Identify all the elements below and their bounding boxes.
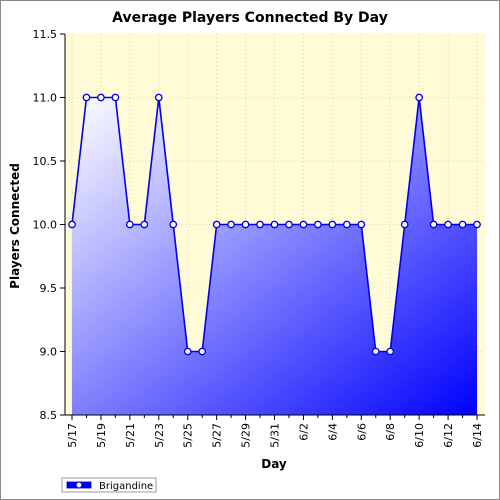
x-tick-label: 6/10 — [413, 423, 426, 448]
data-point — [473, 220, 481, 229]
x-tick-label: 6/12 — [442, 423, 455, 448]
x-tick-label: 5/19 — [95, 423, 108, 448]
data-point — [415, 93, 423, 102]
data-point — [314, 220, 322, 229]
chart-title: Average Players Connected By Day — [112, 10, 388, 26]
data-point — [285, 220, 293, 229]
data-point — [458, 220, 467, 229]
data-point — [183, 347, 192, 356]
x-tick-label: 6/8 — [384, 423, 397, 441]
x-tick-label: 5/25 — [182, 423, 195, 448]
legend-marker — [75, 481, 83, 489]
x-tick-label: 5/21 — [124, 423, 137, 448]
data-point — [97, 93, 105, 102]
y-tick-labels: 8.5 9.0 9.5 10.0 10.5 11.0 11.5 — [33, 28, 65, 422]
x-tick-labels: 5/17 5/19 5/21 5/23 5/25 5/27 5/29 5/31 6/2 6/4 6/… — [66, 415, 484, 448]
y-tick-label: 8.5 — [40, 409, 58, 422]
data-point — [111, 93, 120, 102]
data-point — [212, 220, 221, 229]
x-tick-label: 5/23 — [153, 423, 166, 448]
data-point — [256, 220, 264, 229]
x-tick-label: 5/17 — [66, 423, 79, 448]
y-tick-label: 10.5 — [33, 155, 58, 168]
x-tick-label: 5/31 — [269, 423, 282, 448]
y-axis-label: Players Connected — [8, 163, 22, 289]
data-point — [198, 347, 207, 356]
data-point — [270, 220, 279, 229]
data-point — [126, 220, 134, 229]
x-tick-label: 5/27 — [211, 423, 224, 448]
x-tick-label: 6/4 — [326, 423, 339, 441]
series-area-brigandine — [72, 97, 477, 415]
legend-box — [61, 477, 157, 493]
x-tick-label: 6/6 — [355, 423, 368, 441]
data-point — [241, 220, 250, 229]
x-tick-label: 5/29 — [240, 423, 253, 448]
data-point — [140, 220, 149, 229]
y-tick-label: 10.0 — [33, 219, 58, 232]
legend: Brigandine — [61, 477, 157, 493]
y-tick-label: 11.5 — [33, 28, 58, 41]
legend-label: Brigandine — [99, 481, 153, 492]
data-point — [154, 93, 163, 102]
x-tick-label: 6/2 — [297, 423, 310, 441]
x-axis-label: Day — [261, 457, 287, 471]
data-point — [342, 220, 351, 229]
data-point — [429, 220, 438, 229]
data-point — [400, 220, 409, 229]
y-tick-label: 11.0 — [33, 92, 58, 105]
data-point — [386, 347, 395, 356]
data-point — [328, 220, 337, 229]
y-tick-label: 9.0 — [40, 346, 58, 359]
x-tick-label: 6/14 — [471, 423, 484, 448]
data-point — [371, 347, 380, 356]
data-point — [357, 220, 366, 229]
y-tick-label: 9.5 — [40, 282, 58, 295]
data-point — [169, 220, 178, 229]
data-point — [444, 220, 452, 229]
data-point — [227, 220, 235, 229]
data-point — [299, 220, 308, 229]
data-point — [68, 220, 76, 229]
data-markers — [68, 93, 481, 356]
data-point — [82, 93, 91, 102]
